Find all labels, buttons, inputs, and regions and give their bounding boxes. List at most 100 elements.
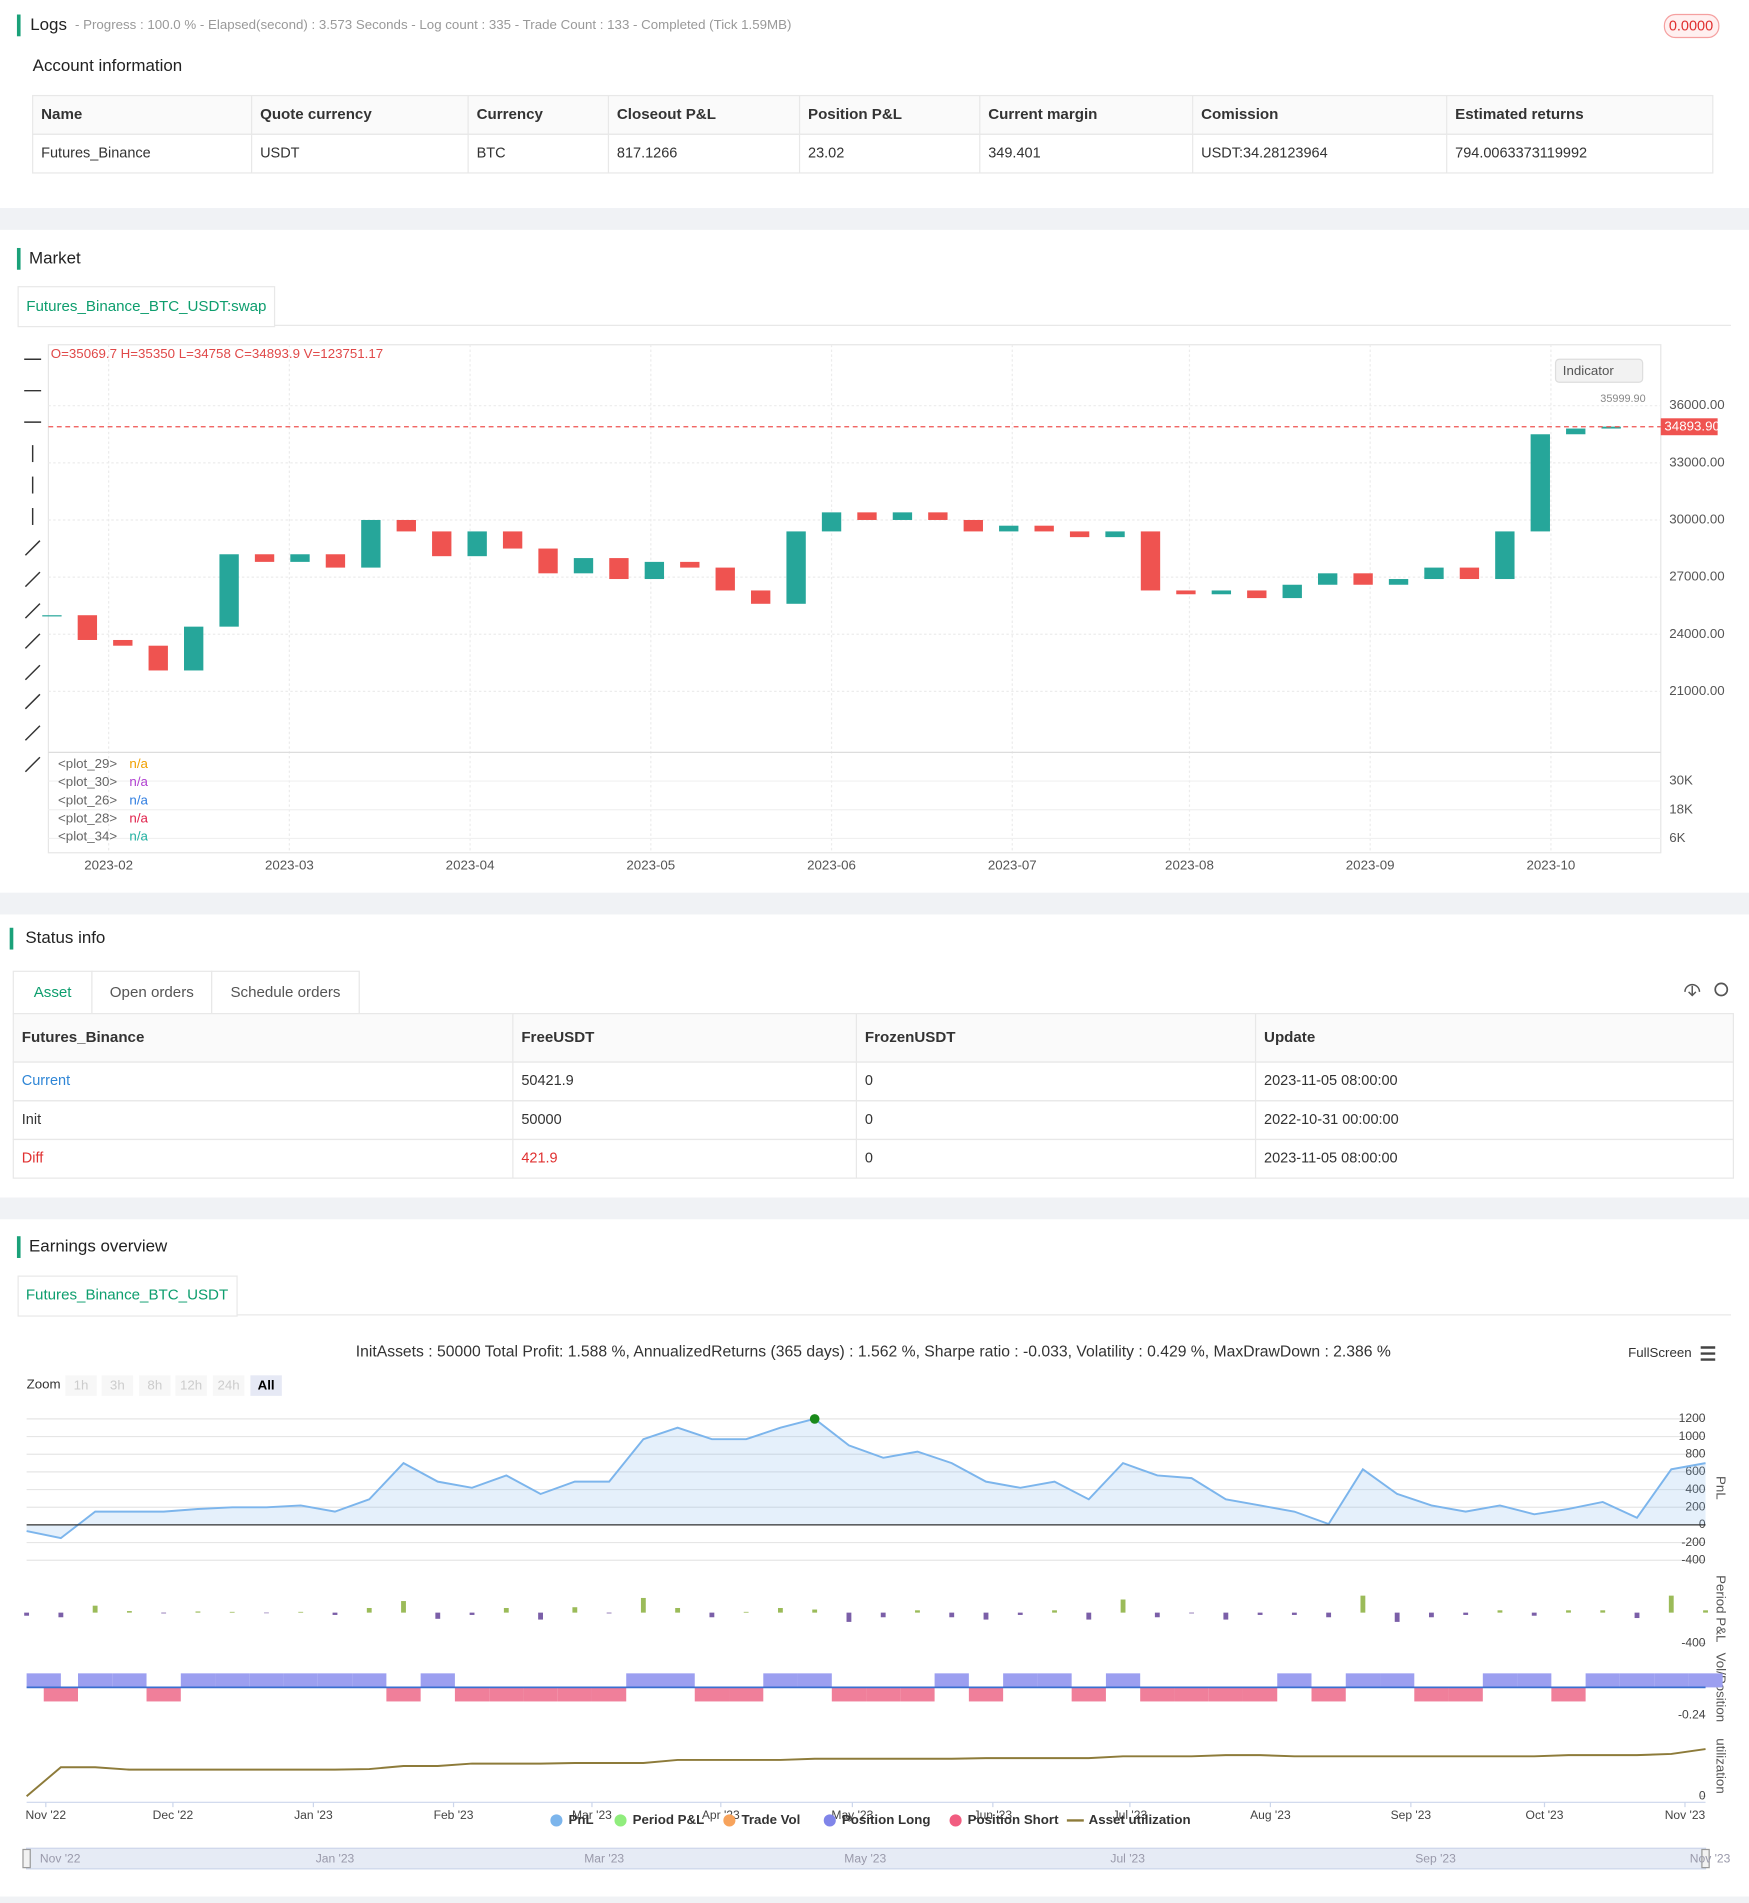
y-tick-label: -200 [1681,1535,1705,1549]
tool-icon[interactable] [24,756,41,773]
accent-bar [9,927,14,950]
navigator-handle[interactable] [1701,1848,1710,1869]
candle [1530,434,1550,532]
tool-icon[interactable] [24,725,41,741]
indicator-button-label[interactable]: Indicator [1563,363,1615,378]
x-tick-label: Feb '23 [434,1808,474,1822]
legend-label[interactable]: Period P&L [633,1812,705,1827]
position-bar [591,1687,627,1702]
zoom-button-label[interactable]: All [258,1378,275,1393]
position-bar [43,1687,79,1702]
legend-label[interactable]: Trade Vol [741,1812,800,1827]
table-cell: 2023-11-05 08:00:00 [1264,1151,1398,1167]
indicator-button[interactable] [1554,358,1644,383]
x-tick-label: 2023-09 [1346,858,1395,873]
x-tick-label: Jul '23 [1113,1808,1148,1822]
navigator-label: Sep '23 [1415,1851,1456,1865]
navigator-label: Mar '23 [584,1851,624,1865]
x-tick-label: Nov '22 [26,1808,67,1822]
legend-label[interactable]: Asset utilization [1089,1812,1191,1827]
zoom-button-label[interactable]: 1h [74,1378,89,1393]
max-marker [809,1414,820,1424]
tool-icon[interactable] [24,540,41,556]
zoom-button-label[interactable]: 3h [110,1378,125,1393]
settings-icon[interactable] [1714,982,1729,997]
x-tick-label: 2023-08 [1165,858,1214,873]
tab-label[interactable]: Futures_Binance_BTC_USDT [26,1286,228,1303]
fullscreen-button[interactable]: FullScreen [1628,1345,1692,1360]
candle [467,531,487,557]
candle [1566,428,1586,435]
period-pnl-bar [469,1612,475,1615]
zoom-button-label[interactable]: 8h [147,1378,162,1393]
legend-label[interactable]: Position Short [968,1812,1059,1827]
x-tick-label: Dec '22 [153,1808,194,1822]
period-pnl-bar [846,1612,852,1622]
y-tick-label: -400 [1681,1636,1705,1650]
zoom-button[interactable] [175,1375,207,1396]
candle [1388,579,1409,585]
tab-label[interactable]: Asset [34,984,73,1001]
period-pnl-bar [126,1611,132,1613]
candle [963,519,983,532]
tab-label[interactable]: Futures_Binance_BTC_USDT:swap [26,298,266,315]
position-bar [1414,1687,1449,1702]
navigator-label: Nov '23 [1690,1851,1731,1865]
candle [821,512,842,532]
table-cell: 794.0063373119992 [1455,145,1587,161]
period-pnl-bar [298,1611,304,1613]
tab-label[interactable]: Open orders [110,984,194,1001]
legend-label[interactable]: PnL [569,1812,594,1827]
legend-symbol[interactable] [949,1814,962,1827]
period-pnl-bar [1086,1612,1092,1620]
zoom-button-label[interactable]: 24h [218,1378,240,1393]
tool-icon[interactable] [24,664,41,681]
period-pnl-bar [743,1611,749,1613]
y-tick-label: 21000.00 [1669,683,1724,698]
position-bar [454,1687,490,1702]
legend-symbol[interactable] [823,1814,836,1827]
legend-symbol[interactable] [550,1814,563,1827]
zoom-button[interactable] [65,1375,97,1396]
tab-label[interactable]: Schedule orders [230,984,340,1001]
tool-icon[interactable] [24,603,41,619]
tool-icon[interactable] [24,693,41,710]
tab[interactable] [211,970,360,1015]
position-bar [1482,1673,1518,1688]
zoom-button[interactable] [101,1375,134,1396]
tab[interactable] [12,970,93,1015]
position-bar [1105,1673,1141,1688]
table-cell: 817.1266 [617,145,677,161]
period-pnl-bar [24,1612,30,1616]
navigator-handle[interactable] [22,1848,31,1869]
zoom-button[interactable] [212,1375,245,1396]
y-tick-label: 200 [1685,1499,1705,1513]
y-tick-label: 800 [1685,1446,1705,1460]
table-header-cell: Name [41,106,82,123]
tab[interactable] [17,286,276,328]
y-axis-label: PnL [1714,1476,1729,1500]
zoom-button[interactable] [139,1375,171,1396]
tab[interactable] [91,970,213,1015]
position-bar [900,1687,935,1702]
legend-symbol[interactable] [723,1814,736,1827]
position-bar [1242,1687,1278,1702]
period-pnl-bar [606,1612,612,1614]
legend-symbol[interactable] [614,1814,627,1827]
tool-icon[interactable] [24,633,41,649]
period-pnl-bar [1223,1612,1229,1620]
download-icon[interactable] [1684,983,1701,997]
table-cell: 2022-10-31 00:00:00 [1264,1112,1399,1128]
x-tick-label: 2023-02 [84,858,133,873]
tab[interactable] [17,1275,238,1317]
period-pnl-bar [1566,1610,1571,1613]
x-tick-label: 2023-06 [807,858,856,873]
tool-icon[interactable] [24,571,41,588]
zoom-button-label[interactable]: 12h [180,1378,202,1393]
legend-label[interactable]: Position Long [842,1812,931,1827]
annotation: 35999.90 [1600,393,1645,405]
candle [184,626,204,671]
candle [148,645,168,671]
accent-bar [16,14,21,37]
zoom-button[interactable] [250,1375,282,1396]
